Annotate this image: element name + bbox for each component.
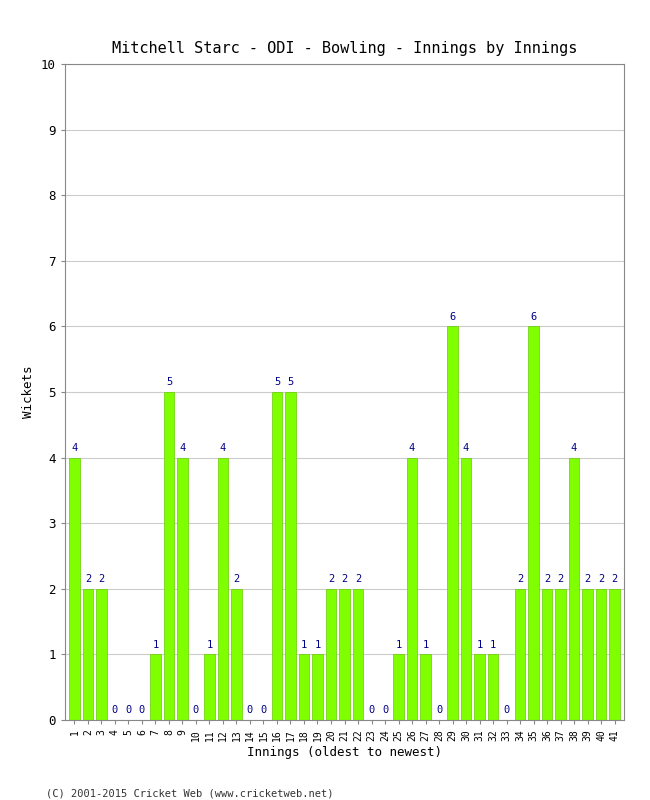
Text: 2: 2 bbox=[584, 574, 591, 584]
Bar bbox=[515, 589, 525, 720]
Text: 1: 1 bbox=[422, 640, 428, 650]
Bar bbox=[407, 458, 417, 720]
Text: 2: 2 bbox=[85, 574, 91, 584]
Bar bbox=[421, 654, 430, 720]
Text: 2: 2 bbox=[233, 574, 240, 584]
Text: 0: 0 bbox=[503, 706, 510, 715]
Bar bbox=[339, 589, 350, 720]
Bar bbox=[299, 654, 309, 720]
Bar bbox=[231, 589, 242, 720]
Bar bbox=[272, 392, 282, 720]
Text: 0: 0 bbox=[247, 706, 253, 715]
Bar bbox=[528, 326, 539, 720]
Text: 4: 4 bbox=[72, 443, 77, 453]
Bar bbox=[313, 654, 322, 720]
Text: 6: 6 bbox=[449, 312, 456, 322]
Text: 1: 1 bbox=[395, 640, 402, 650]
Text: 2: 2 bbox=[355, 574, 361, 584]
Text: 1: 1 bbox=[490, 640, 496, 650]
Text: 2: 2 bbox=[517, 574, 523, 584]
Text: 0: 0 bbox=[369, 706, 374, 715]
Text: 5: 5 bbox=[166, 378, 172, 387]
Text: 0: 0 bbox=[436, 706, 442, 715]
Bar bbox=[83, 589, 93, 720]
Bar bbox=[461, 458, 471, 720]
Text: 2: 2 bbox=[598, 574, 604, 584]
Text: 4: 4 bbox=[220, 443, 226, 453]
Bar bbox=[326, 589, 336, 720]
Text: 0: 0 bbox=[193, 706, 199, 715]
Text: 4: 4 bbox=[409, 443, 415, 453]
Bar bbox=[556, 589, 566, 720]
Bar bbox=[596, 589, 606, 720]
Text: 2: 2 bbox=[558, 574, 564, 584]
Text: 5: 5 bbox=[274, 378, 280, 387]
Text: 2: 2 bbox=[612, 574, 618, 584]
Text: (C) 2001-2015 Cricket Web (www.cricketweb.net): (C) 2001-2015 Cricket Web (www.cricketwe… bbox=[46, 788, 333, 798]
Text: 1: 1 bbox=[315, 640, 320, 650]
Text: 0: 0 bbox=[382, 706, 388, 715]
Text: 2: 2 bbox=[328, 574, 334, 584]
Bar bbox=[96, 589, 107, 720]
Bar bbox=[447, 326, 458, 720]
Bar bbox=[218, 458, 228, 720]
Text: 1: 1 bbox=[152, 640, 159, 650]
Text: 4: 4 bbox=[571, 443, 577, 453]
Bar bbox=[164, 392, 174, 720]
Bar bbox=[70, 458, 79, 720]
Bar bbox=[177, 458, 188, 720]
Text: 4: 4 bbox=[179, 443, 186, 453]
Bar bbox=[610, 589, 619, 720]
Bar bbox=[488, 654, 498, 720]
Text: 1: 1 bbox=[206, 640, 213, 650]
Text: 0: 0 bbox=[139, 706, 145, 715]
Title: Mitchell Starc - ODI - Bowling - Innings by Innings: Mitchell Starc - ODI - Bowling - Innings… bbox=[112, 41, 577, 56]
Text: 5: 5 bbox=[287, 378, 294, 387]
Bar bbox=[569, 458, 579, 720]
Bar bbox=[204, 654, 214, 720]
Text: 4: 4 bbox=[463, 443, 469, 453]
Bar bbox=[150, 654, 161, 720]
Text: 2: 2 bbox=[544, 574, 550, 584]
Bar bbox=[353, 589, 363, 720]
Bar bbox=[474, 654, 485, 720]
Text: 6: 6 bbox=[530, 312, 537, 322]
Bar bbox=[542, 589, 552, 720]
Text: 0: 0 bbox=[125, 706, 131, 715]
Text: 0: 0 bbox=[261, 706, 266, 715]
Y-axis label: Wickets: Wickets bbox=[22, 366, 35, 418]
Text: 2: 2 bbox=[341, 574, 348, 584]
Text: 1: 1 bbox=[301, 640, 307, 650]
Text: 1: 1 bbox=[476, 640, 483, 650]
Bar bbox=[582, 589, 593, 720]
Bar bbox=[393, 654, 404, 720]
Text: 2: 2 bbox=[98, 574, 105, 584]
X-axis label: Innings (oldest to newest): Innings (oldest to newest) bbox=[247, 746, 442, 759]
Text: 0: 0 bbox=[112, 706, 118, 715]
Bar bbox=[285, 392, 296, 720]
